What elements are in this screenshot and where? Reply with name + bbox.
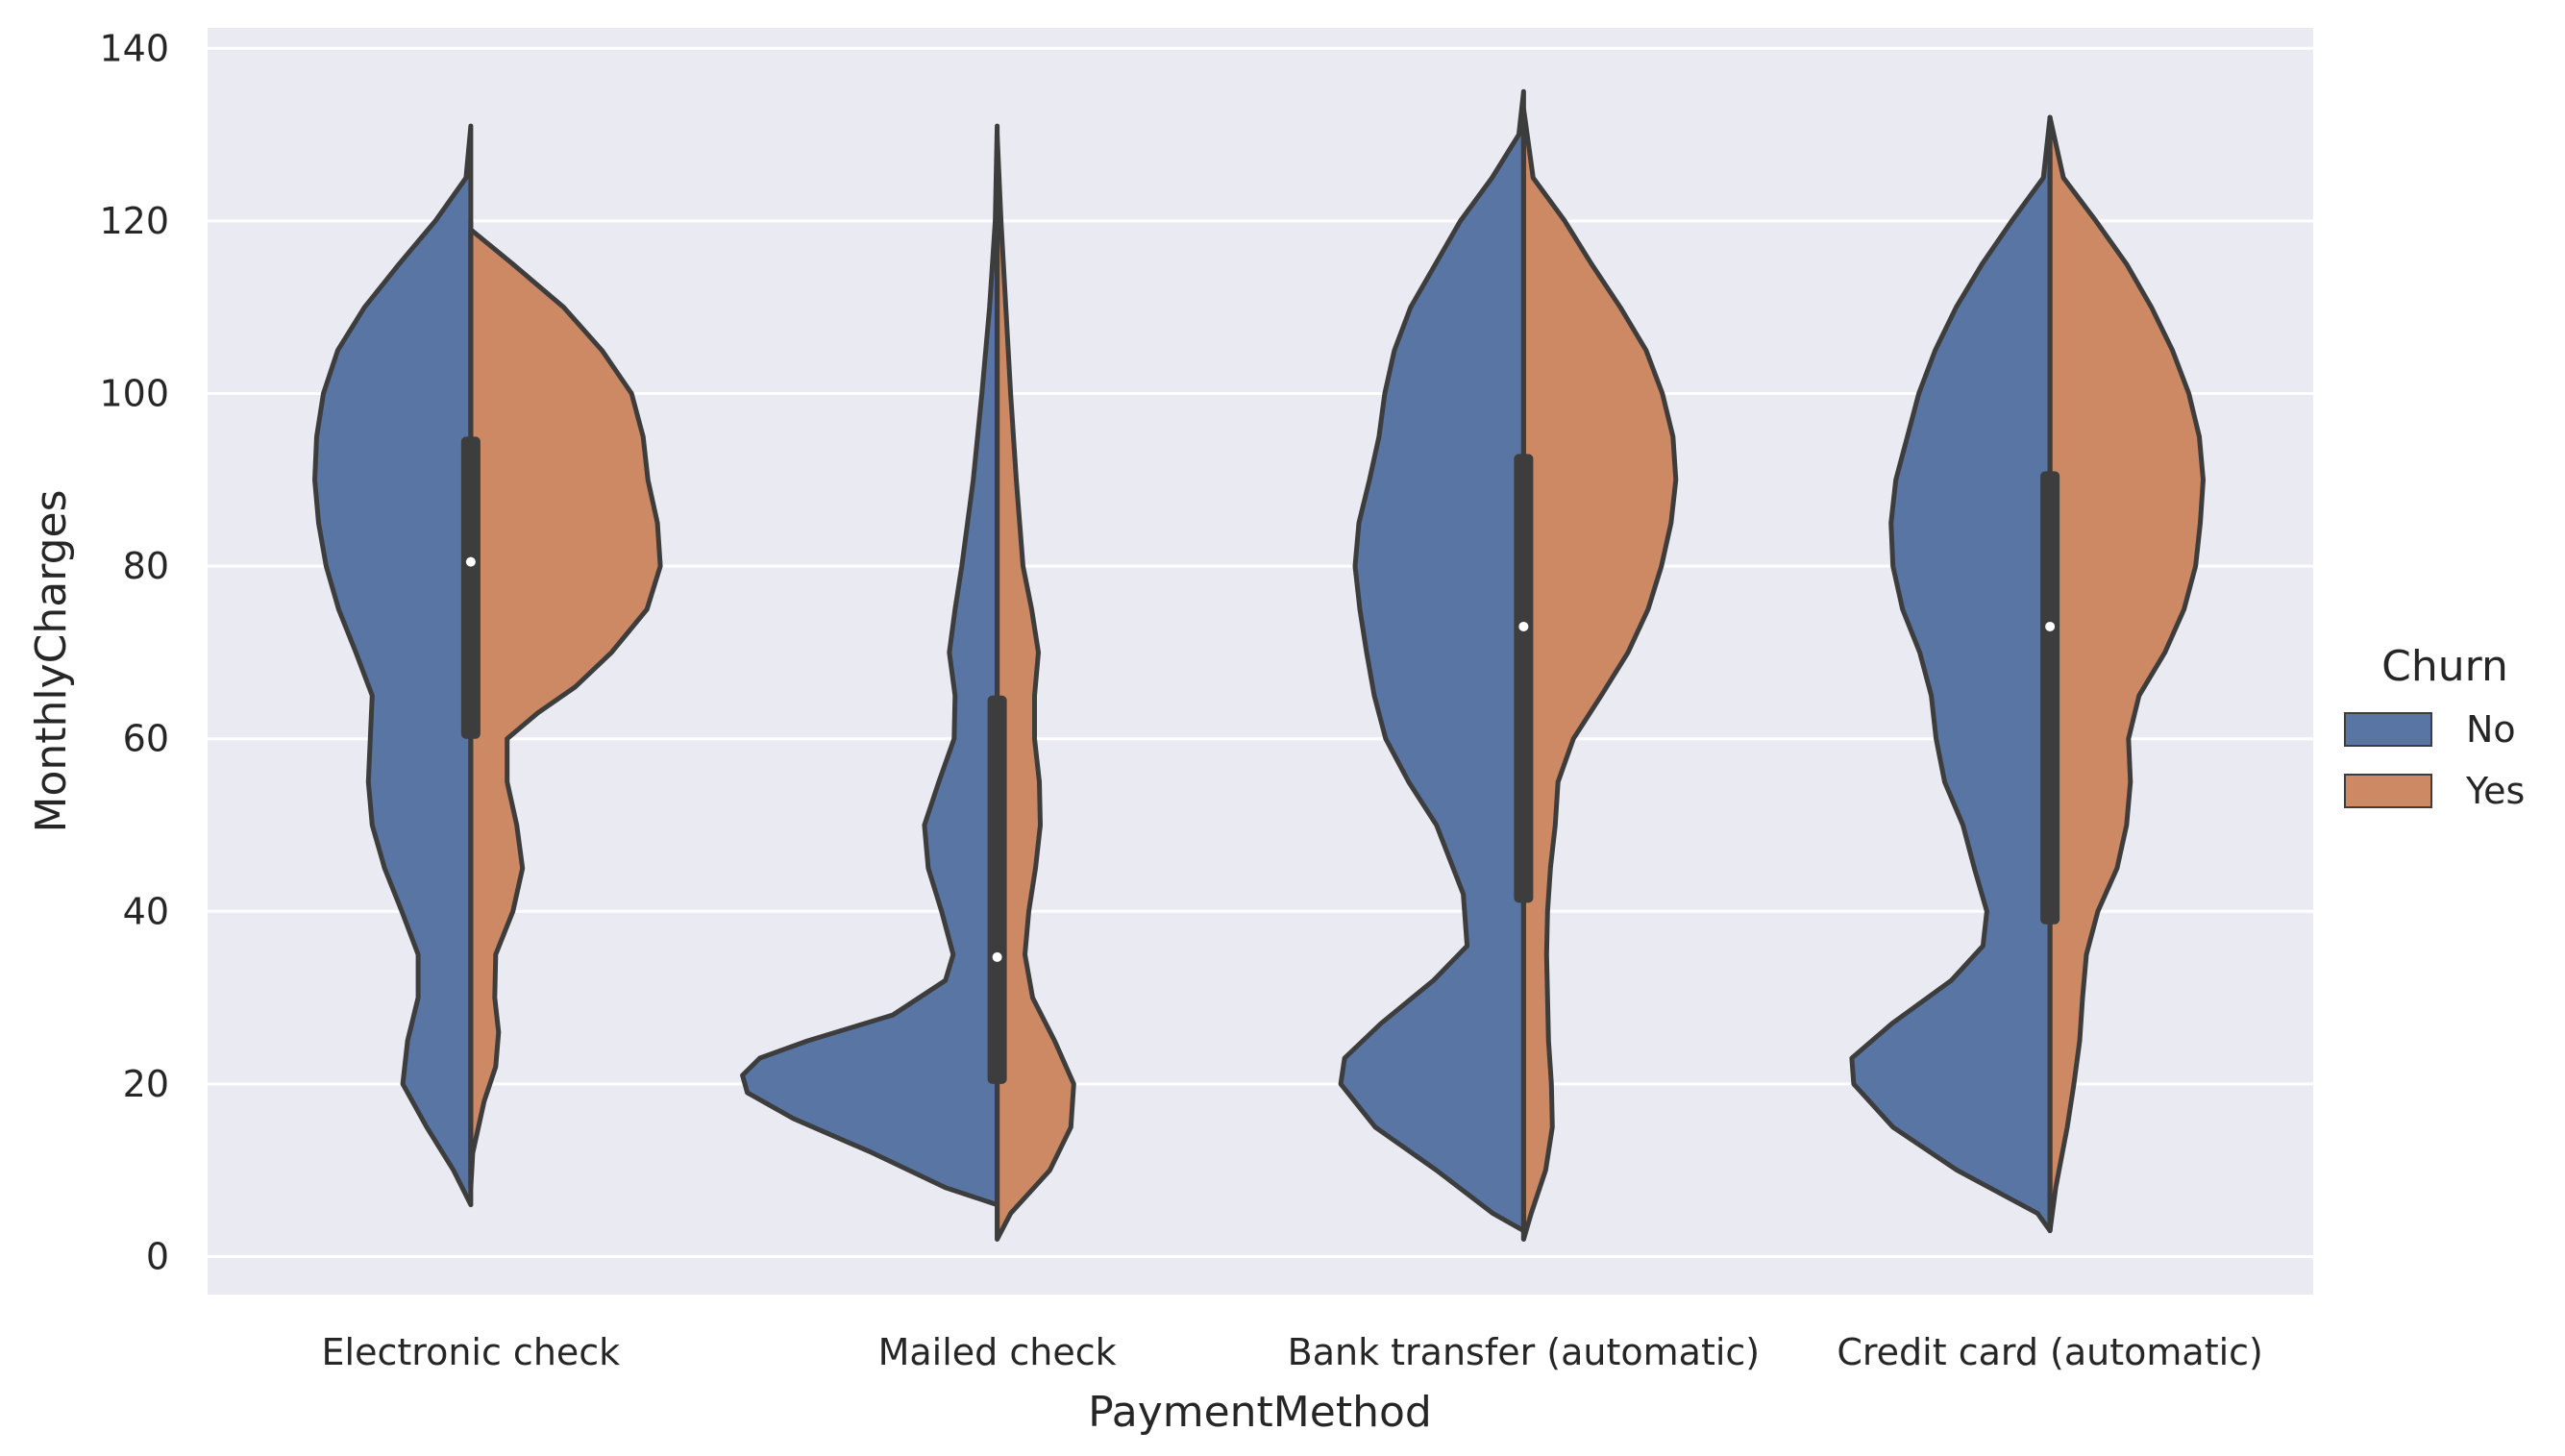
box-iqr [1514, 454, 1534, 903]
y-tick-label: 60 [123, 718, 169, 760]
legend-label-yes: Yes [2465, 770, 2525, 812]
y-axis-ticks: 0 20 40 60 80 100 120 140 [99, 27, 169, 1277]
violin-no-half [1849, 114, 2053, 1234]
box-median-point [992, 951, 1002, 962]
violin-no-half [312, 123, 474, 1208]
violin-no-half [740, 123, 1000, 1208]
violin-yes-half [1520, 106, 1679, 1243]
y-tick-label: 0 [146, 1236, 169, 1278]
x-axis-title: PaymentMethod [1088, 1388, 1432, 1437]
box-median-point [465, 556, 476, 567]
y-tick-label: 40 [123, 890, 169, 932]
legend-title: Churn [2381, 642, 2508, 691]
legend-swatch-no [2344, 712, 2432, 747]
violin-yes-half [995, 132, 1076, 1243]
violin-yes-half [2047, 114, 2206, 1234]
legend-label-no: No [2466, 708, 2516, 751]
violins [312, 88, 2206, 1243]
y-tick-label: 20 [123, 1063, 169, 1105]
legend-swatch-yes [2344, 774, 2432, 808]
legend: Churn No Yes [2344, 642, 2525, 812]
inner-boxes [460, 109, 2060, 1240]
violin-yes-half [468, 227, 663, 1191]
x-tick-label: Mailed check [878, 1331, 1117, 1373]
gridlines [208, 46, 2313, 1258]
x-tick-label: Credit card (automatic) [1837, 1331, 2263, 1373]
violin-no-half [1338, 88, 1526, 1234]
box-iqr [460, 436, 481, 739]
y-tick-label: 100 [99, 373, 169, 415]
y-tick-label: 120 [99, 200, 169, 242]
box-median-point [1518, 621, 1529, 631]
x-tick-label: Bank transfer (automatic) [1288, 1331, 1761, 1373]
x-axis-ticks: Electronic check Mailed check Bank transfe… [322, 1331, 2263, 1373]
y-axis-title: MonthlyCharges [27, 490, 76, 833]
box-median-point [2045, 621, 2056, 631]
box-iqr [987, 695, 1007, 1084]
box-iqr [2040, 471, 2060, 925]
x-tick-label: Electronic check [322, 1331, 621, 1373]
y-tick-label: 140 [99, 27, 169, 69]
y-tick-label: 80 [123, 545, 169, 587]
